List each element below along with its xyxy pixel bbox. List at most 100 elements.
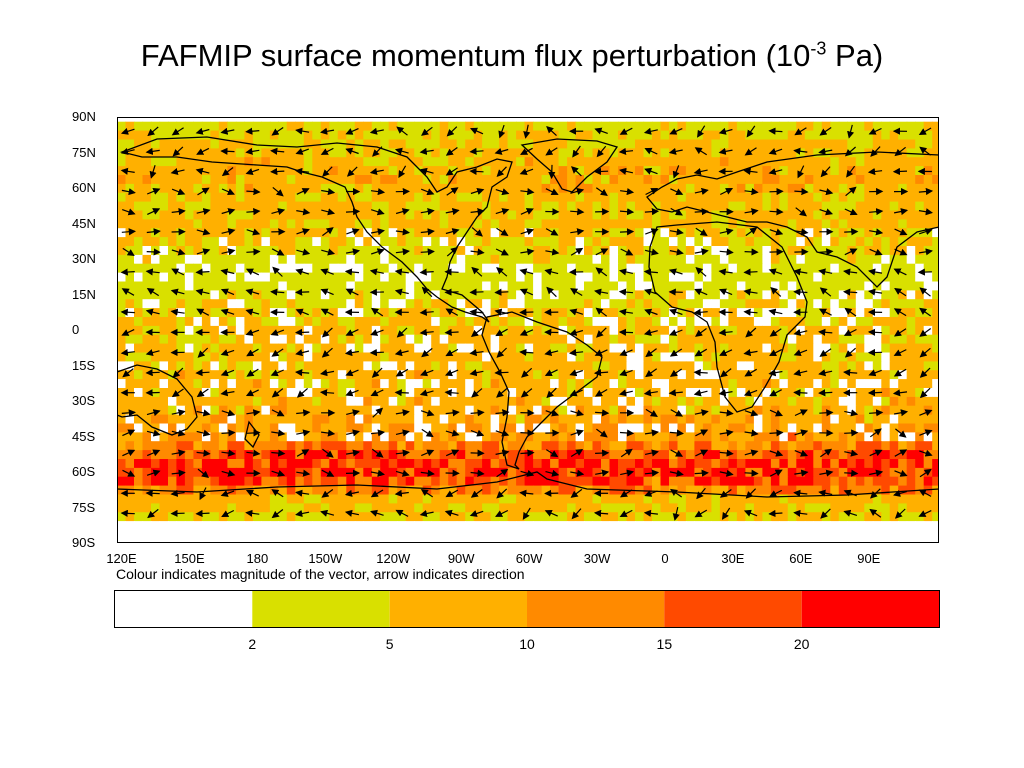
magnitude-cell: [660, 414, 670, 425]
magnitude-cell: [736, 317, 746, 327]
magnitude-cell: [414, 325, 424, 336]
magnitude-cell: [745, 476, 755, 487]
magnitude-cell: [346, 538, 356, 543]
magnitude-cell: [414, 166, 424, 176]
magnitude-cell: [380, 308, 390, 318]
magnitude-cell: [134, 405, 144, 416]
magnitude-cell: [388, 476, 398, 487]
magnitude-cell: [779, 521, 789, 531]
magnitude-cell: [609, 290, 619, 300]
magnitude-cell: [618, 272, 628, 283]
magnitude-cell: [702, 157, 712, 167]
magnitude-cell: [813, 441, 823, 451]
magnitude-cell: [405, 388, 415, 398]
magnitude-cell: [346, 512, 356, 522]
magnitude-cell: [906, 210, 916, 220]
magnitude-cell: [193, 148, 203, 158]
magnitude-cell: [567, 290, 577, 300]
magnitude-cell: [855, 494, 865, 504]
magnitude-cell: [728, 281, 738, 291]
magnitude-cell: [320, 272, 330, 283]
magnitude-cell: [838, 379, 848, 389]
magnitude-cell: [261, 432, 271, 442]
magnitude-cell: [728, 432, 738, 442]
magnitude-cell: [694, 281, 704, 291]
direction-arrow: [644, 147, 658, 155]
magnitude-cell: [303, 246, 313, 256]
magnitude-cell: [286, 467, 296, 478]
magnitude-cell: [261, 272, 271, 283]
magnitude-cell: [142, 352, 152, 362]
magnitude-cell: [490, 148, 500, 158]
magnitude-cell: [507, 139, 517, 149]
magnitude-cell: [388, 246, 398, 256]
magnitude-cell: [193, 228, 203, 238]
magnitude-cell: [218, 396, 228, 407]
magnitude-cell: [397, 530, 407, 540]
magnitude-cell: [804, 485, 814, 496]
magnitude-cell: [813, 237, 823, 247]
magnitude-cell: [363, 459, 373, 469]
magnitude-cell: [482, 352, 492, 362]
magnitude-cell: [329, 450, 339, 460]
magnitude-cell: [558, 166, 568, 176]
magnitude-cell: [855, 121, 865, 132]
magnitude-cell: [872, 237, 882, 247]
magnitude-cell: [779, 183, 789, 194]
magnitude-cell: [652, 130, 662, 141]
magnitude-cell: [660, 308, 670, 318]
magnitude-cell: [431, 512, 441, 522]
magnitude-cell: [303, 459, 313, 469]
magnitude-cell: [864, 459, 874, 469]
magnitude-cell: [558, 334, 568, 345]
magnitude-cell: [677, 352, 687, 362]
magnitude-cell: [745, 175, 755, 185]
magnitude-cell: [915, 432, 925, 442]
direction-arrow: [718, 127, 733, 135]
magnitude-cell: [490, 432, 500, 442]
magnitude-cell: [337, 308, 347, 318]
magnitude-cell: [567, 237, 577, 247]
magnitude-cell: [363, 396, 373, 407]
magnitude-cell: [719, 254, 729, 265]
magnitude-cell: [728, 476, 738, 487]
direction-arrow: [322, 166, 333, 177]
magnitude-cell: [898, 210, 908, 220]
magnitude-cell: [584, 272, 594, 283]
magnitude-cell: [405, 361, 415, 371]
direction-arrow: [395, 208, 410, 216]
magnitude-cell: [770, 281, 780, 291]
magnitude-cell: [813, 521, 823, 531]
magnitude-cell: [864, 414, 874, 425]
magnitude-cell: [762, 290, 772, 300]
magnitude-cell: [184, 201, 194, 212]
magnitude-cell: [397, 237, 407, 247]
magnitude-cell: [422, 379, 432, 389]
magnitude-cell: [235, 210, 245, 220]
magnitude-cell: [719, 450, 729, 460]
magnitude-cell: [694, 414, 704, 425]
magnitude-cell: [134, 157, 144, 167]
magnitude-cell: [906, 530, 916, 540]
direction-arrow: [496, 267, 508, 277]
magnitude-cell: [872, 503, 882, 513]
magnitude-cell: [558, 254, 568, 265]
magnitude-cell: [635, 183, 645, 194]
direction-arrow: [444, 268, 459, 276]
magnitude-cell: [813, 503, 823, 513]
magnitude-cell: [898, 512, 908, 522]
magnitude-cell: [677, 192, 687, 203]
magnitude-cell: [889, 219, 899, 229]
magnitude-cell: [745, 201, 755, 212]
magnitude-cell: [669, 379, 679, 389]
magnitude-cell: [482, 175, 492, 185]
magnitude-cell: [813, 388, 823, 398]
magnitude-cell: [872, 192, 882, 203]
magnitude-cell: [728, 396, 738, 407]
magnitude-cell: [719, 538, 729, 543]
magnitude-cell: [821, 334, 831, 345]
magnitude-cell: [142, 308, 152, 318]
magnitude-cell: [923, 512, 933, 522]
magnitude-cell: [286, 219, 296, 229]
magnitude-cell: [490, 325, 500, 336]
